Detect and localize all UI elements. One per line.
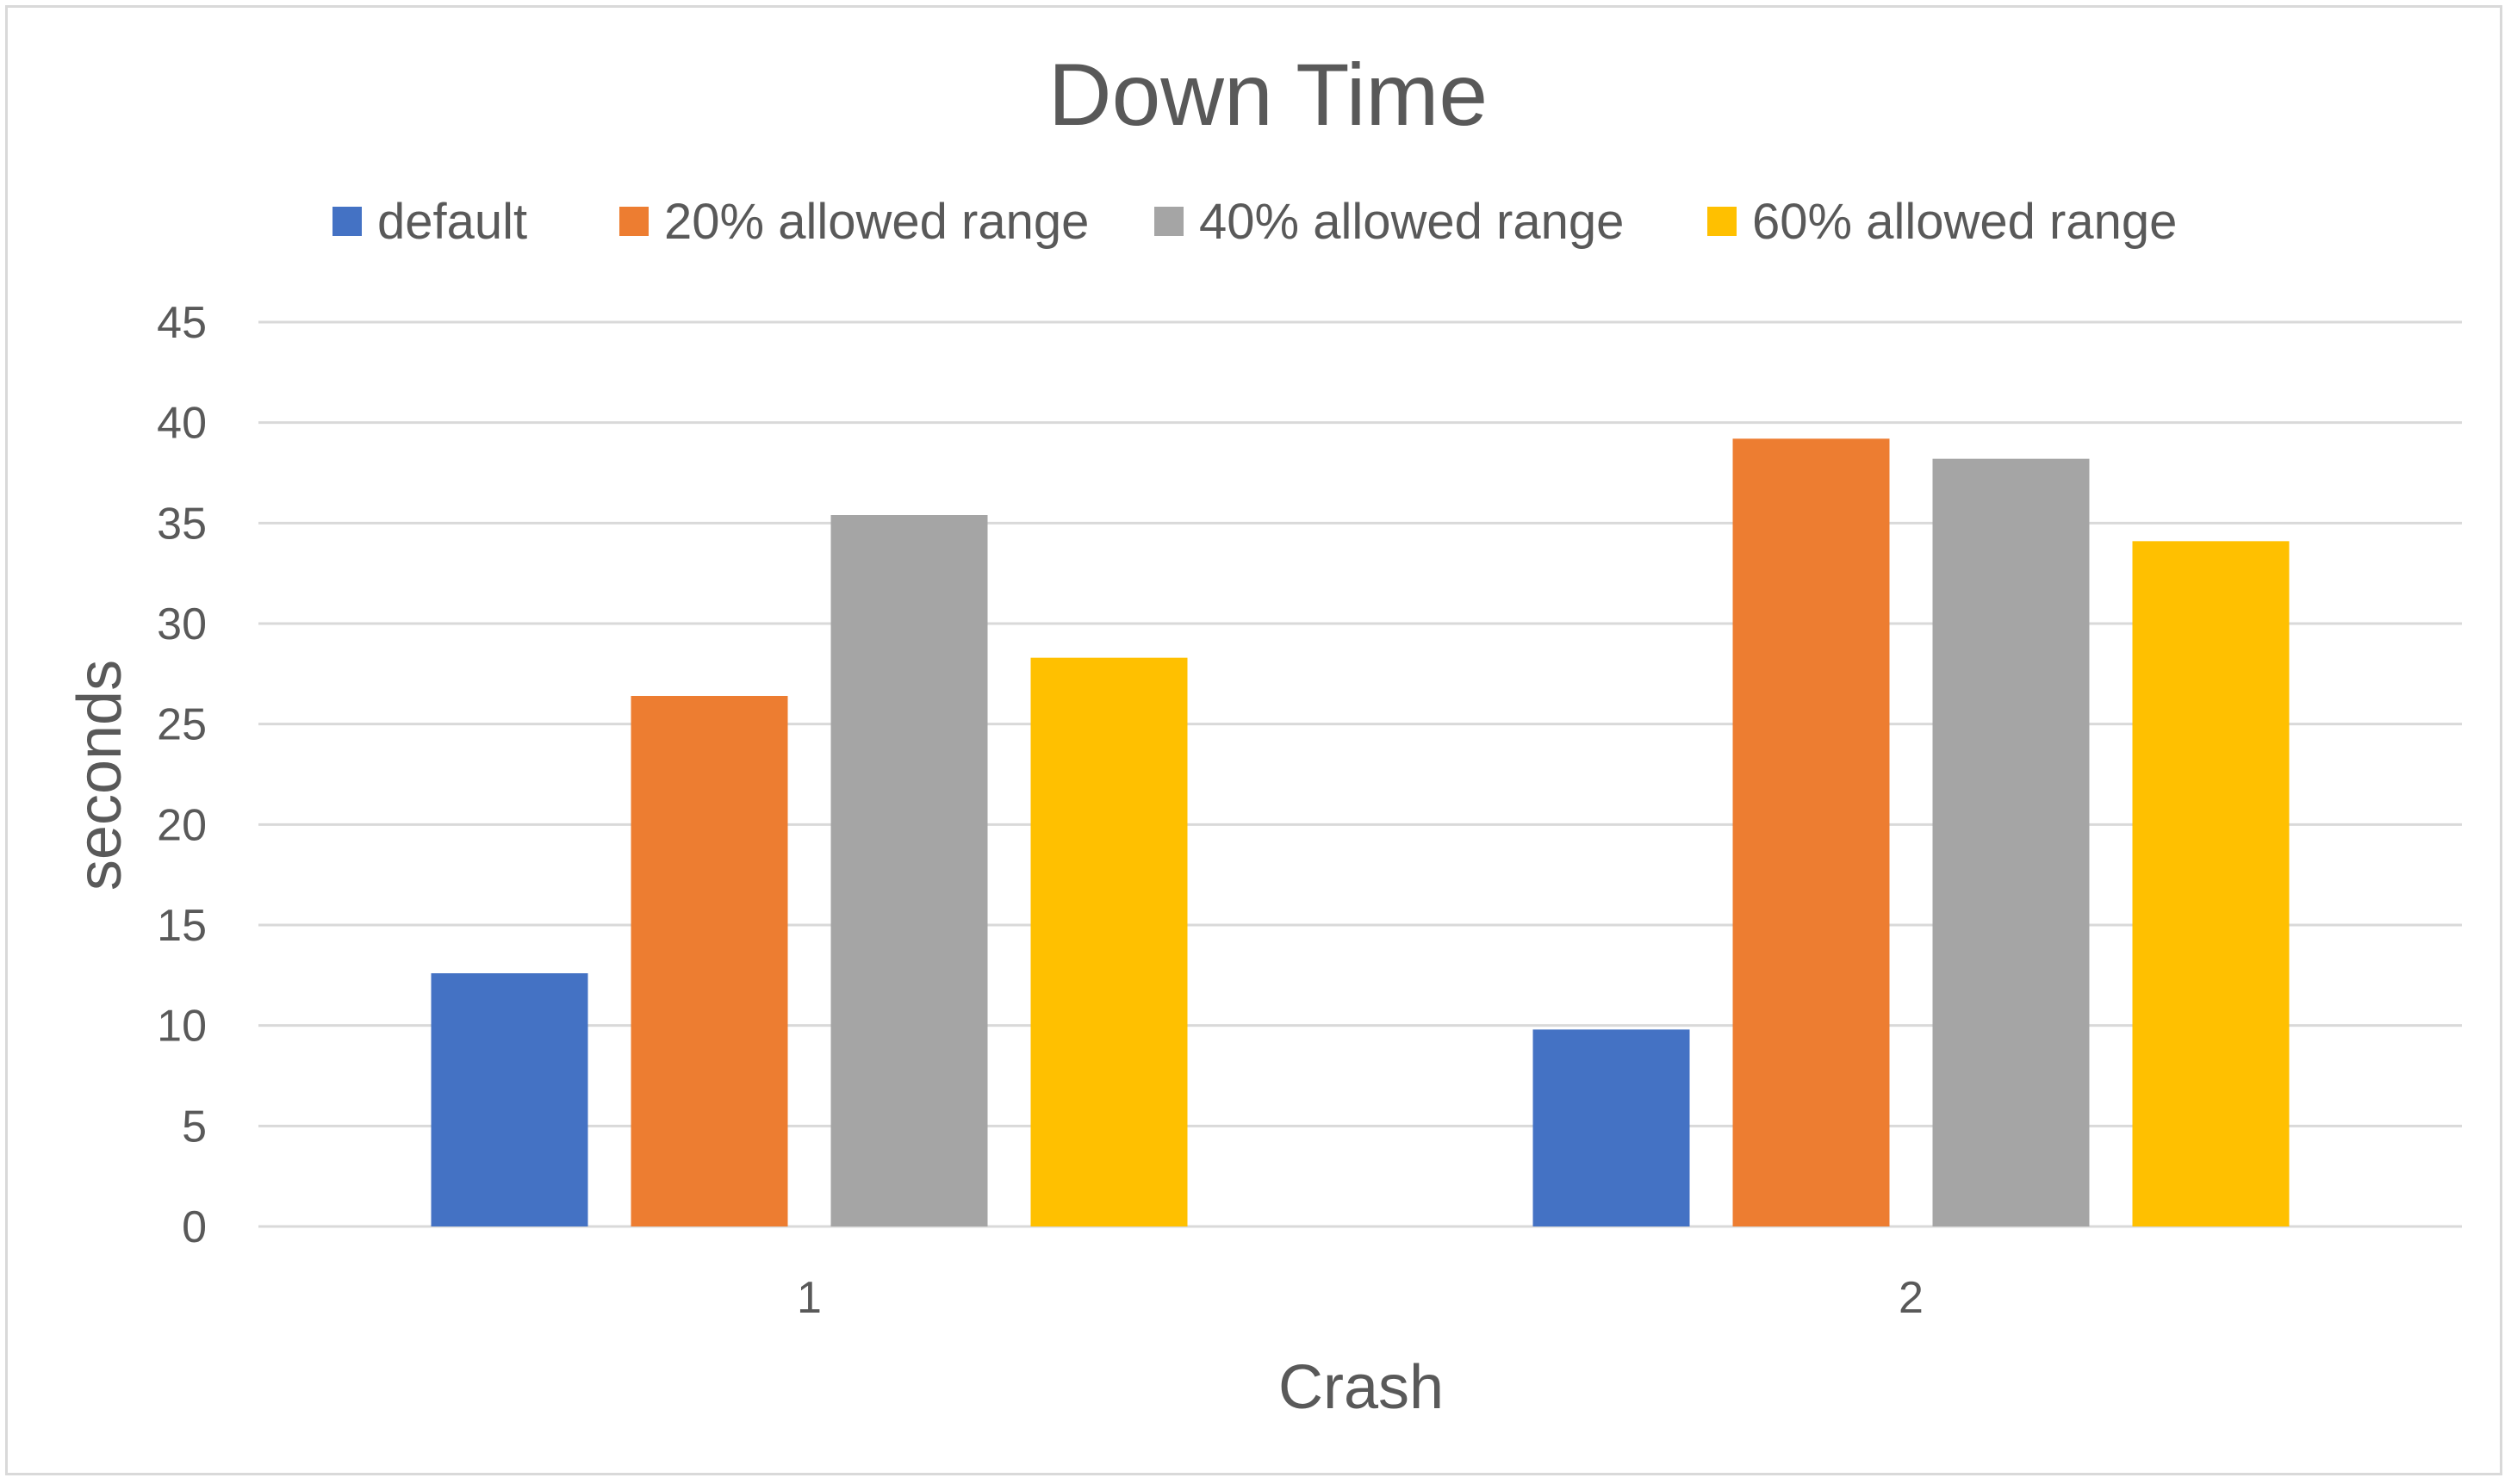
bar-1-category-2 [1532, 1029, 1690, 1226]
y-tick-label: 5 [182, 1102, 207, 1152]
bars [431, 438, 2290, 1226]
legend-label: 60% allowed range [1752, 194, 2177, 250]
legend-label: 40% allowed range [1199, 194, 1624, 250]
x-tick-label: 2 [1899, 1273, 1924, 1323]
x-axis-title: Crash [1278, 1353, 1444, 1422]
y-tick-label: 0 [182, 1202, 207, 1252]
bar-4-category-1 [1030, 657, 1188, 1226]
legend-label: default [377, 194, 527, 250]
legend-swatch [1707, 207, 1737, 236]
y-axis-ticks: 0 5 10 15 20 25 30 35 40 45 [157, 298, 207, 1252]
x-tick-label: 1 [797, 1273, 822, 1323]
y-tick-label: 10 [157, 1002, 207, 1052]
y-tick-label: 40 [157, 399, 207, 449]
y-axis-title: seconds [65, 660, 134, 891]
bar-2-category-1 [631, 696, 788, 1226]
legend-swatch [333, 207, 362, 236]
bar-4-category-2 [2132, 541, 2290, 1226]
y-tick-label: 45 [157, 298, 207, 348]
y-tick-label: 30 [157, 599, 207, 649]
bar-2-category-2 [1732, 438, 1890, 1226]
legend-label: 20% allowed range [664, 194, 1089, 250]
legend-swatch [1154, 207, 1184, 236]
y-tick-label: 15 [157, 901, 207, 951]
y-tick-label: 20 [157, 800, 207, 850]
gridlines [258, 320, 2462, 1228]
chart-title: Down Time [1048, 46, 1488, 144]
legend: default 20% allowed range 40% allowed rang… [333, 194, 2177, 250]
bar-3-category-1 [830, 515, 988, 1226]
y-tick-label: 25 [157, 700, 207, 750]
bar-3-category-2 [1932, 458, 2090, 1226]
bar-1-category-1 [431, 973, 588, 1226]
y-tick-label: 35 [157, 499, 207, 549]
legend-swatch [619, 207, 649, 236]
